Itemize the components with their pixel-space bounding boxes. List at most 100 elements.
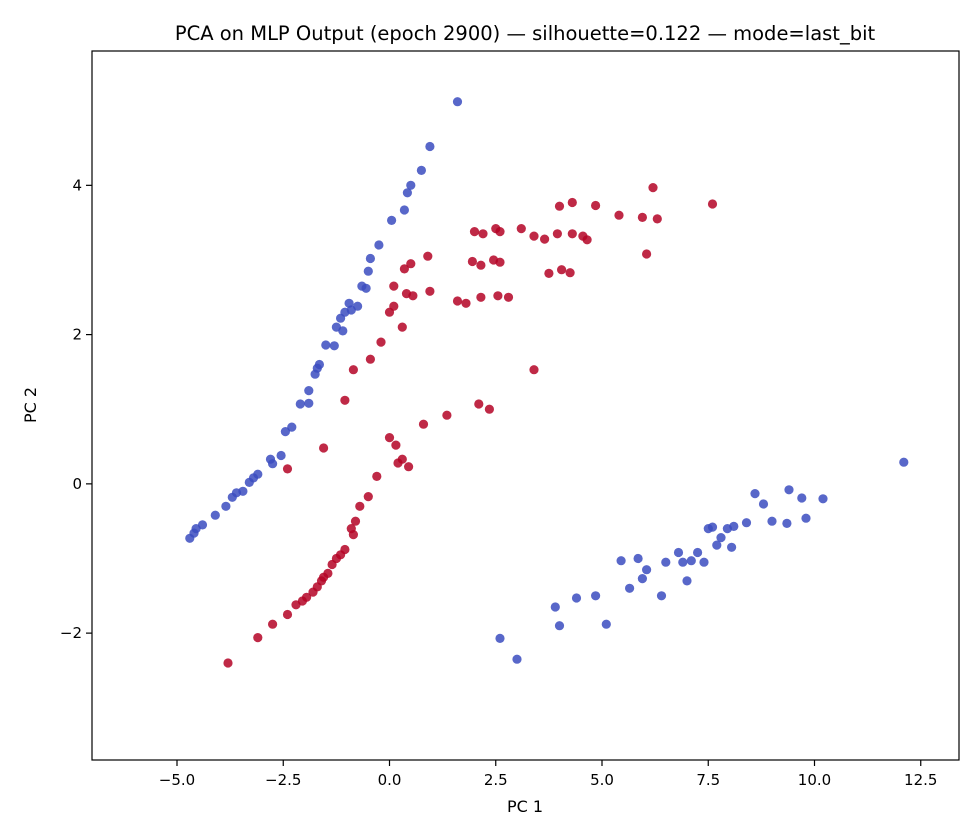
data-point xyxy=(302,592,312,602)
data-point xyxy=(601,619,611,629)
data-point xyxy=(707,522,718,532)
data-point xyxy=(642,249,652,259)
y-tick-label: 4 xyxy=(72,176,82,194)
data-point xyxy=(565,268,575,278)
data-point xyxy=(512,654,522,664)
data-point xyxy=(280,427,290,437)
data-point xyxy=(387,215,397,225)
data-point xyxy=(656,591,667,601)
data-point xyxy=(363,266,373,276)
data-point xyxy=(550,602,560,612)
data-point xyxy=(346,524,356,534)
data-point xyxy=(661,557,671,567)
x-tick-label: 0.0 xyxy=(378,771,402,789)
data-point xyxy=(276,450,286,461)
data-point xyxy=(567,197,577,208)
data-point xyxy=(253,469,263,479)
data-point xyxy=(571,593,582,603)
data-point xyxy=(425,141,435,152)
data-point xyxy=(478,229,488,239)
data-point xyxy=(529,365,539,375)
data-point xyxy=(614,210,624,220)
data-point xyxy=(423,251,433,261)
y-tick-label: 2 xyxy=(72,326,82,344)
data-point xyxy=(323,568,333,579)
data-point xyxy=(633,553,643,564)
data-point xyxy=(314,359,324,370)
data-point xyxy=(287,422,297,432)
data-point xyxy=(591,591,601,601)
data-point xyxy=(474,399,484,409)
data-point xyxy=(484,404,494,414)
data-point xyxy=(716,533,726,543)
data-point xyxy=(268,459,278,469)
data-point xyxy=(899,457,909,467)
data-point xyxy=(223,658,233,668)
data-point xyxy=(818,494,828,504)
x-axis-label: PC 1 xyxy=(507,797,543,816)
x-tick-label: 12.5 xyxy=(904,771,937,789)
data-point xyxy=(402,188,412,198)
data-point xyxy=(399,264,409,274)
chart-title: PCA on MLP Output (epoch 2900) — silhoue… xyxy=(175,22,876,45)
data-point xyxy=(452,97,463,107)
data-point xyxy=(304,386,314,396)
x-tick-label: −2.5 xyxy=(265,771,301,789)
data-point xyxy=(712,540,722,550)
data-point xyxy=(399,205,409,215)
data-point xyxy=(338,326,348,336)
data-point xyxy=(365,253,375,264)
data-point xyxy=(729,521,739,532)
plot-frame xyxy=(91,50,960,761)
data-point xyxy=(727,542,737,552)
data-point xyxy=(616,556,626,566)
data-point xyxy=(467,256,477,267)
data-point xyxy=(408,291,418,301)
data-point xyxy=(389,301,399,311)
data-point xyxy=(682,576,692,586)
data-point xyxy=(374,240,384,250)
data-point xyxy=(784,485,794,495)
data-point xyxy=(397,322,407,332)
data-point xyxy=(652,214,662,224)
data-point xyxy=(797,493,807,503)
data-point xyxy=(767,516,777,526)
data-point xyxy=(625,583,635,593)
data-point xyxy=(282,609,293,620)
data-point xyxy=(353,301,363,311)
y-tick-label: 0 xyxy=(72,475,82,493)
data-point xyxy=(493,291,503,301)
data-point xyxy=(461,298,471,308)
data-point xyxy=(253,633,263,643)
x-tick-label: 2.5 xyxy=(484,771,508,789)
data-point xyxy=(376,337,386,347)
data-point xyxy=(329,341,339,351)
data-points xyxy=(185,97,909,668)
data-point xyxy=(591,200,601,211)
data-point xyxy=(495,633,505,644)
data-point xyxy=(567,229,577,239)
x-tick-label: 7.5 xyxy=(696,771,720,789)
data-point xyxy=(707,199,718,209)
data-point xyxy=(355,501,365,511)
data-point xyxy=(693,547,703,558)
y-axis: −2 0 2 4 xyxy=(60,176,92,642)
data-point xyxy=(686,556,696,566)
data-point xyxy=(544,268,554,278)
data-point xyxy=(516,224,526,234)
data-point xyxy=(637,574,648,584)
data-point xyxy=(340,544,350,555)
data-point xyxy=(503,292,514,302)
data-point xyxy=(304,398,314,408)
data-point xyxy=(221,501,231,511)
data-point xyxy=(350,516,361,526)
data-point xyxy=(495,257,505,267)
data-point xyxy=(384,433,395,443)
data-point xyxy=(552,229,563,239)
data-point xyxy=(389,281,399,291)
data-point xyxy=(404,462,414,472)
data-point xyxy=(282,464,293,474)
data-point xyxy=(295,399,305,409)
data-point xyxy=(391,440,401,450)
data-point xyxy=(321,340,331,350)
